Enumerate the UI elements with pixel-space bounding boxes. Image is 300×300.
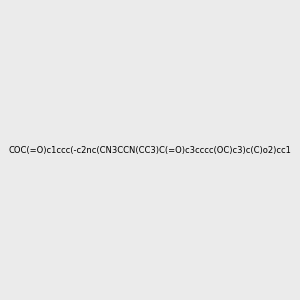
Text: COC(=O)c1ccc(-c2nc(CN3CCN(CC3)C(=O)c3cccc(OC)c3)c(C)o2)cc1: COC(=O)c1ccc(-c2nc(CN3CCN(CC3)C(=O)c3ccc… bbox=[9, 146, 291, 154]
